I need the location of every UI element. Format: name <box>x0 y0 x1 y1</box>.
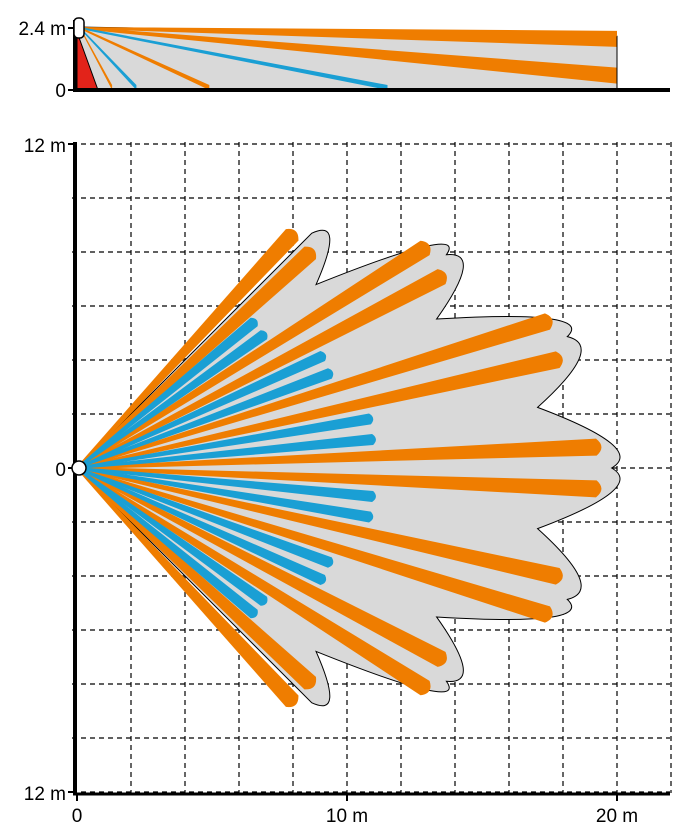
orange-detection-beam <box>76 351 563 469</box>
side-y-label-bottom: 0 <box>55 81 66 102</box>
orange-side-beam <box>80 27 113 90</box>
side-sensor-icon <box>73 17 85 39</box>
x-label-20: 20 m <box>596 806 638 827</box>
blue-detection-beam <box>76 330 268 469</box>
blue-detection-beam <box>76 467 258 619</box>
top-y-label-bottom: 12 m <box>24 784 66 805</box>
top-view <box>68 142 672 801</box>
orange-detection-beam <box>76 240 431 469</box>
orange-detection-beam <box>76 467 602 498</box>
orange-detection-beam <box>76 467 447 667</box>
side-view <box>68 17 670 92</box>
blue-side-beam <box>80 27 388 90</box>
x-label-0: 0 <box>72 806 83 827</box>
blue-detection-beam <box>76 467 374 523</box>
orange-detection-beam <box>76 467 563 585</box>
orange-detection-beam <box>76 246 317 469</box>
blue-detection-beam <box>76 467 334 568</box>
blue-detection-beam <box>76 434 376 469</box>
orange-detection-beam <box>76 467 553 623</box>
blue-detection-beam <box>76 467 376 502</box>
blue-detection-beam <box>76 368 334 469</box>
blue-detection-beam <box>76 351 327 469</box>
top-y-label-middle: 0 <box>55 460 66 481</box>
x-label-10: 10 m <box>326 806 368 827</box>
side-y-label-top: 2.4 m <box>18 19 66 40</box>
blue-detection-beam <box>76 317 258 469</box>
orange-detection-beam <box>76 467 431 696</box>
top-y-label-top: 12 m <box>24 136 66 157</box>
orange-detection-beam <box>76 467 299 708</box>
blue-detection-beam <box>76 467 268 606</box>
orange-detection-beam <box>76 269 447 469</box>
orange-detection-beam <box>76 438 602 469</box>
orange-side-beam <box>80 27 617 47</box>
orange-side-beam <box>80 27 617 84</box>
blue-detection-beam <box>76 467 327 585</box>
orange-side-beam <box>80 27 210 90</box>
blue-side-beam <box>80 27 137 90</box>
orange-detection-beam <box>76 467 317 690</box>
orange-detection-beam <box>76 313 553 469</box>
orange-detection-beam <box>76 228 299 469</box>
blue-detection-beam <box>76 413 374 469</box>
sensor-icon <box>71 460 87 476</box>
